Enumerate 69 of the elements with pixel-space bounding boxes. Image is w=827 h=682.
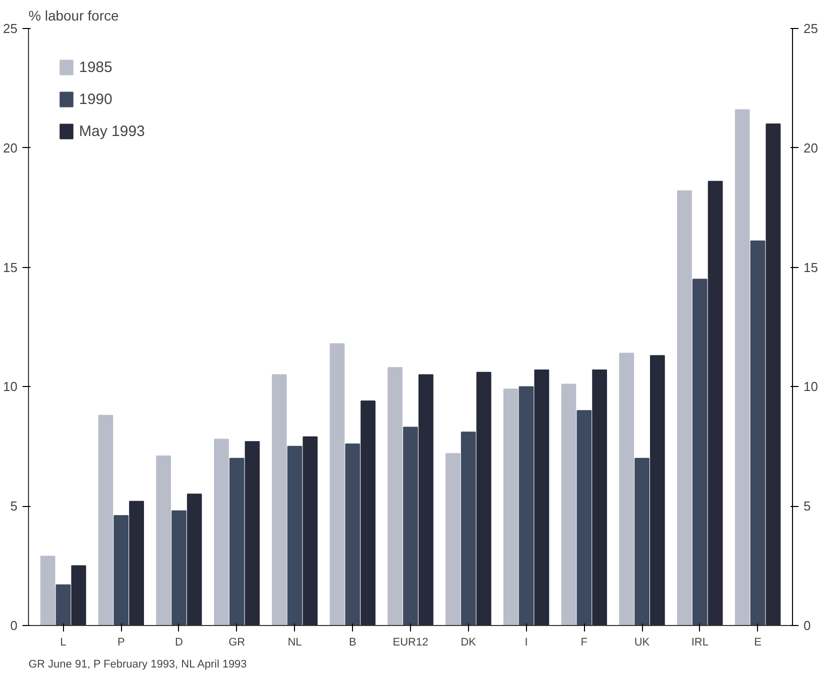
bar [766,124,781,626]
bar [576,410,592,626]
bar [750,240,766,626]
y-tick-label: 0 [10,618,18,633]
bar [229,458,244,626]
legend-label: 1990 [79,90,112,108]
y2-tick-label: 0 [804,618,811,633]
y-tick-label: 20 [3,140,18,156]
bar [330,343,345,626]
bar [476,372,492,626]
x-tick-label: UK [634,636,650,648]
y-tick-label: 5 [10,498,18,514]
x-tick-label: P [117,636,125,648]
bar [460,432,476,626]
bar [287,446,302,626]
y2-tick-label: 5 [804,498,811,514]
bar [677,190,692,626]
bar [40,556,56,626]
y-tick-label: 10 [3,379,18,394]
bar [56,584,71,626]
bar [360,400,376,626]
x-tick-label: I [524,636,528,648]
x-tick-label: DK [460,636,477,648]
x-tick-label: NL [288,636,302,648]
y-tick-label: 15 [3,260,18,275]
y-tick-label: 25 [3,21,18,36]
bar [734,109,750,626]
bar [186,494,202,626]
y2-tick-label: 15 [804,260,818,275]
bar [592,369,608,626]
bar [388,367,403,626]
bar [214,438,229,626]
bar [302,436,318,626]
bar [244,441,260,626]
legend-label: May 1993 [79,122,145,140]
bar [619,352,634,626]
bar [418,374,434,626]
y-axis-title: % labour force [28,8,119,24]
bar [692,278,708,626]
bar [114,515,129,626]
bar [172,510,186,626]
bar [634,458,650,626]
x-tick-label: GR [228,636,246,648]
x-tick-label: D [175,636,184,648]
x-tick-label: B [348,636,356,648]
bar [503,388,518,626]
bar [708,180,723,626]
y2-tick-label: 25 [804,21,818,36]
bar [518,386,534,626]
bar [403,426,418,626]
y2-tick-label: 20 [804,140,818,156]
text: GR June 91, P February 1993, NL April 1993 [28,658,247,670]
x-tick-label: L [60,636,66,648]
y2-tick-label: 10 [804,379,818,394]
bar [345,444,360,626]
bar [156,455,171,626]
bar [650,355,665,626]
legend-label: 1985 [79,58,112,76]
x-tick-label: F [580,636,588,648]
bar [534,369,550,626]
x-tick-label: IRL [691,636,708,648]
bar [71,565,86,626]
bar [129,500,144,626]
bar [446,453,460,626]
x-tick-label: E [754,636,762,648]
x-tick-label: EUR12 [392,636,428,648]
bar [98,414,114,626]
bar [272,374,287,626]
bar [561,384,576,626]
